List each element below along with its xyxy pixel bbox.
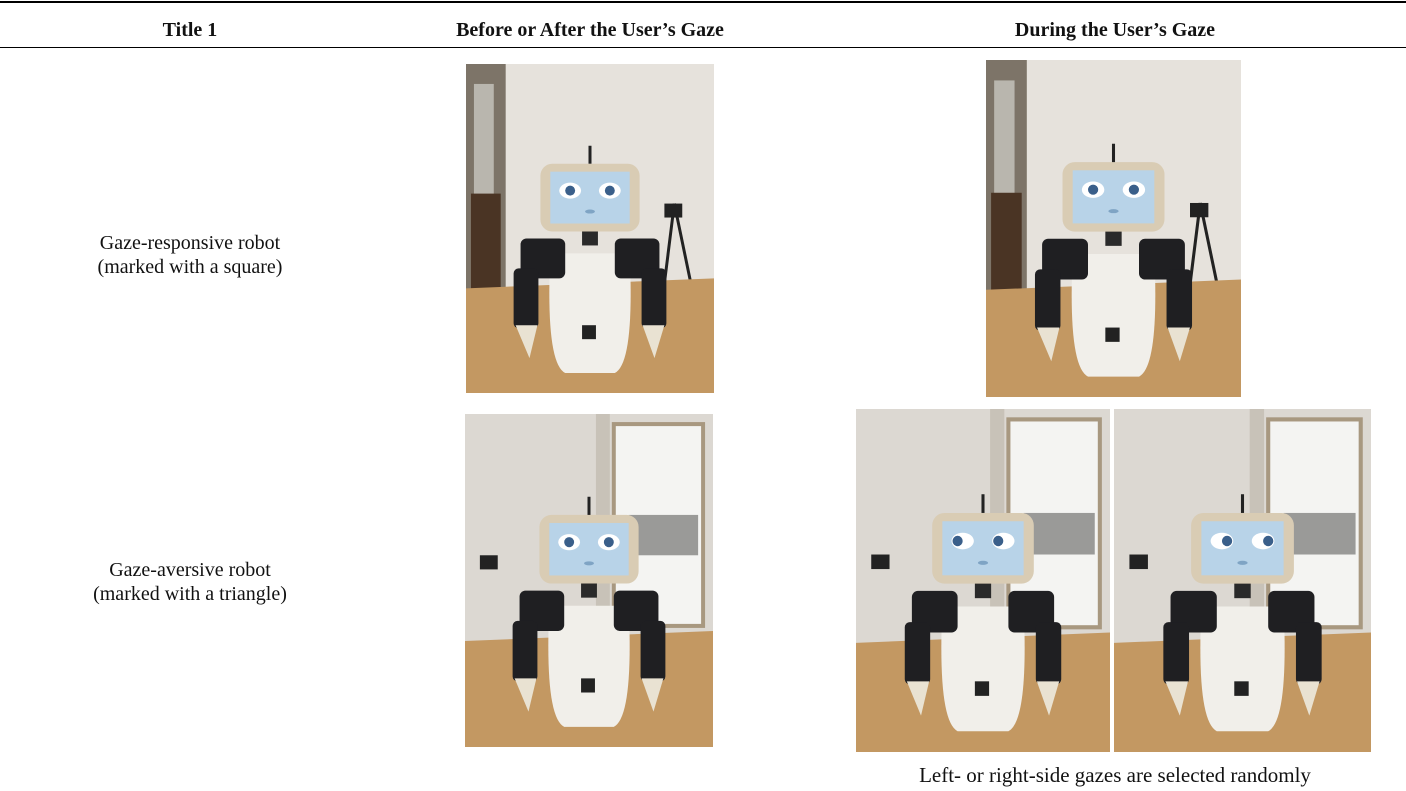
- robot-claw: [1165, 681, 1189, 716]
- robot-arm: [1035, 622, 1062, 685]
- row-note: Left- or right-side gazes are selected r…: [919, 763, 1311, 787]
- robot-arm: [512, 620, 538, 682]
- tripod-head: [871, 554, 890, 570]
- building: [1283, 512, 1356, 555]
- robot-logo: [581, 678, 595, 693]
- robot-arm: [640, 620, 666, 682]
- robot-screen: [942, 521, 1024, 576]
- robot-arm: [513, 268, 539, 329]
- robot-pupil: [1263, 535, 1274, 547]
- row-label: Gaze-responsive robot: [99, 232, 281, 254]
- chair: [470, 193, 501, 294]
- robot-mouth: [1108, 209, 1119, 214]
- robot-photo: [986, 60, 1241, 397]
- robot-claw: [641, 678, 664, 712]
- robot-logo: [974, 681, 990, 696]
- robot-photo: [465, 414, 713, 747]
- robot-pupil: [565, 185, 576, 196]
- robot-body: [1071, 254, 1156, 377]
- row-label: (marked with a square): [97, 256, 283, 278]
- row-label: Gaze-aversive robot: [109, 559, 271, 581]
- robot-photo: [1114, 409, 1371, 752]
- robot-claw: [1036, 681, 1060, 716]
- robot-arm: [641, 268, 667, 329]
- robot-claw: [514, 678, 537, 712]
- header-cell: Title 1: [162, 19, 218, 41]
- robot-claw: [1037, 327, 1060, 362]
- robot-pupil: [1088, 184, 1099, 195]
- robot-mouth: [584, 561, 594, 566]
- tripod-head: [664, 203, 683, 218]
- header-cell: During the User’s Gaze: [1014, 19, 1216, 41]
- robot-claw: [642, 325, 665, 359]
- robot-logo: [582, 325, 596, 340]
- building: [628, 514, 699, 556]
- robot-pupil: [604, 185, 615, 196]
- robot-arm: [1034, 269, 1061, 331]
- robot-claw: [515, 325, 538, 359]
- top-rule: [0, 1, 1406, 3]
- robot-mouth: [585, 209, 595, 214]
- robot-arm: [1163, 622, 1190, 685]
- robot-arm: [1295, 622, 1322, 685]
- robot-photo: [466, 64, 714, 393]
- robot-photo: [856, 409, 1110, 752]
- header-cell: Before or After the User’s Gaze: [456, 19, 724, 41]
- robot-pupil: [1128, 184, 1139, 195]
- robot-claw: [1167, 327, 1190, 362]
- robot-claw: [1296, 681, 1320, 716]
- robot-mouth: [1237, 560, 1248, 565]
- robot-pupil: [952, 535, 963, 547]
- robot-claw: [906, 681, 930, 716]
- robot-pupil: [603, 537, 614, 548]
- robot-pupil: [564, 537, 575, 548]
- robot-pupil: [1221, 535, 1233, 547]
- header-rule: [0, 47, 1406, 48]
- robot-body: [941, 606, 1025, 732]
- tripod-head: [1190, 202, 1209, 218]
- robot-screen: [1201, 521, 1284, 576]
- tripod-head: [1129, 554, 1148, 570]
- robot-screen: [550, 171, 630, 224]
- row-label: (marked with a triangle): [93, 583, 287, 605]
- robot-body: [548, 605, 630, 727]
- robot-body: [1200, 606, 1285, 732]
- robot-logo: [1234, 681, 1249, 696]
- robot-logo: [1105, 327, 1120, 342]
- robot-screen: [1072, 170, 1155, 224]
- robot-arm: [1166, 269, 1193, 331]
- robot-screen: [549, 522, 629, 576]
- robot-body: [549, 253, 631, 374]
- building: [1023, 512, 1095, 555]
- robot-mouth: [977, 560, 989, 565]
- tripod-head: [479, 555, 498, 570]
- robot-arm: [904, 622, 931, 685]
- robot-pupil: [993, 535, 1004, 547]
- chair: [991, 192, 1022, 295]
